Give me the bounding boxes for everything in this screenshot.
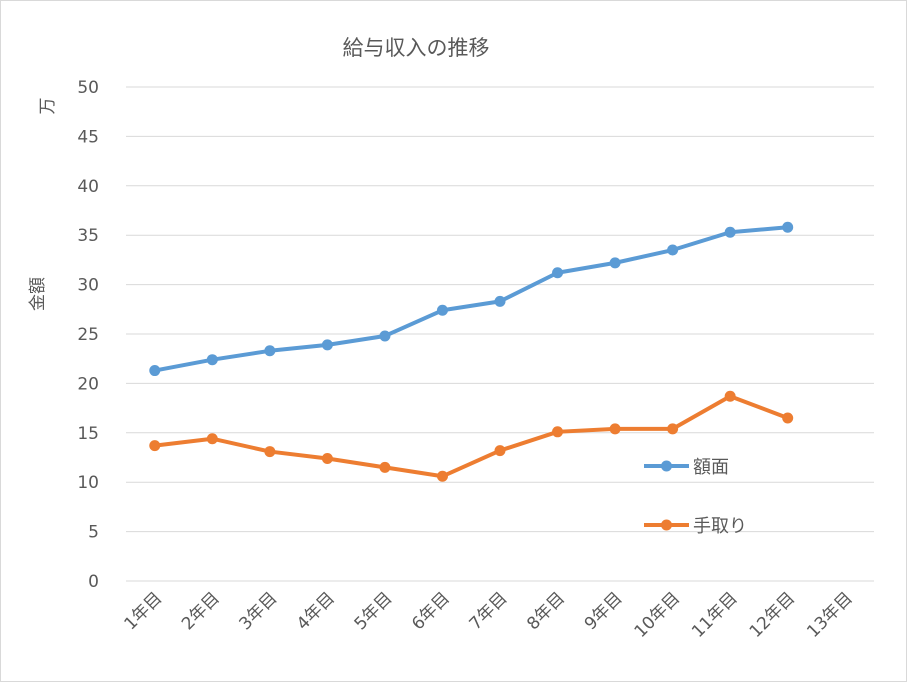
data-point [436,470,448,482]
x-tick-label: 2年目 [178,588,224,634]
y-tick-label: 15 [77,424,99,444]
y-tick-label: 20 [77,374,99,394]
y-tick-label: 0 [88,572,99,592]
data-point [494,295,506,307]
data-point [321,452,333,464]
y-tick-label: 45 [77,127,99,147]
data-point [782,221,794,233]
data-point [206,354,218,366]
legend-label: 額面 [693,457,729,478]
data-point [149,365,161,377]
x-tick-label: 4年目 [293,588,339,634]
data-point [494,445,506,457]
y-axis-label: 金額 [28,277,48,311]
data-point [206,433,218,445]
data-point [552,426,564,438]
y-tick-label: 40 [77,177,99,197]
x-tick-label: 11年目 [688,588,741,641]
y-tick-label: 30 [77,276,99,296]
data-point [609,423,621,435]
data-point [782,412,794,424]
y-tick-label: 50 [77,78,99,98]
y-tick-label: 5 [88,523,99,543]
series-group [149,221,794,482]
data-point [149,440,161,452]
y-axis-unit-label: 万 [38,98,58,115]
y-axis-ticks: 0 5 10 15 20 25 30 35 40 45 50 [77,78,99,592]
x-tick-label: 13年目 [803,588,856,641]
data-point [379,330,391,342]
data-point [667,423,679,435]
gridlines [126,86,874,582]
x-tick-label: 9年目 [581,588,627,634]
data-point [379,461,391,473]
legend-swatch-marker [661,519,672,531]
data-point [609,257,621,269]
legend-swatch-marker [661,460,672,472]
data-point [264,446,276,458]
data-point [724,390,736,402]
y-tick-label: 10 [77,473,99,493]
data-point [667,244,679,256]
data-point [724,226,736,238]
y-tick-label: 35 [77,226,99,246]
x-tick-label: 1年目 [120,588,166,634]
data-point [264,345,276,357]
x-tick-label: 10年目 [631,588,684,641]
data-point [552,267,564,279]
y-tick-label: 25 [77,325,99,345]
x-tick-label: 6年目 [408,588,454,634]
x-axis-ticks: 1年目 2年目 3年目 4年目 5年目 6年目 7年目 8年目 9年目 10年目 11年目 12年目 1… [120,588,856,641]
x-tick-label: 7年目 [466,588,512,634]
data-point [321,339,333,351]
x-tick-label: 5年目 [351,588,397,634]
chart-title: 給与収入の推移 [343,36,490,60]
series-line [152,225,790,373]
data-point [436,304,448,316]
x-tick-label: 3年目 [236,588,282,634]
x-tick-label: 8年目 [523,588,569,634]
series-line [152,394,790,479]
x-tick-label: 12年目 [746,588,799,641]
legend-label: 手取り [693,516,747,537]
